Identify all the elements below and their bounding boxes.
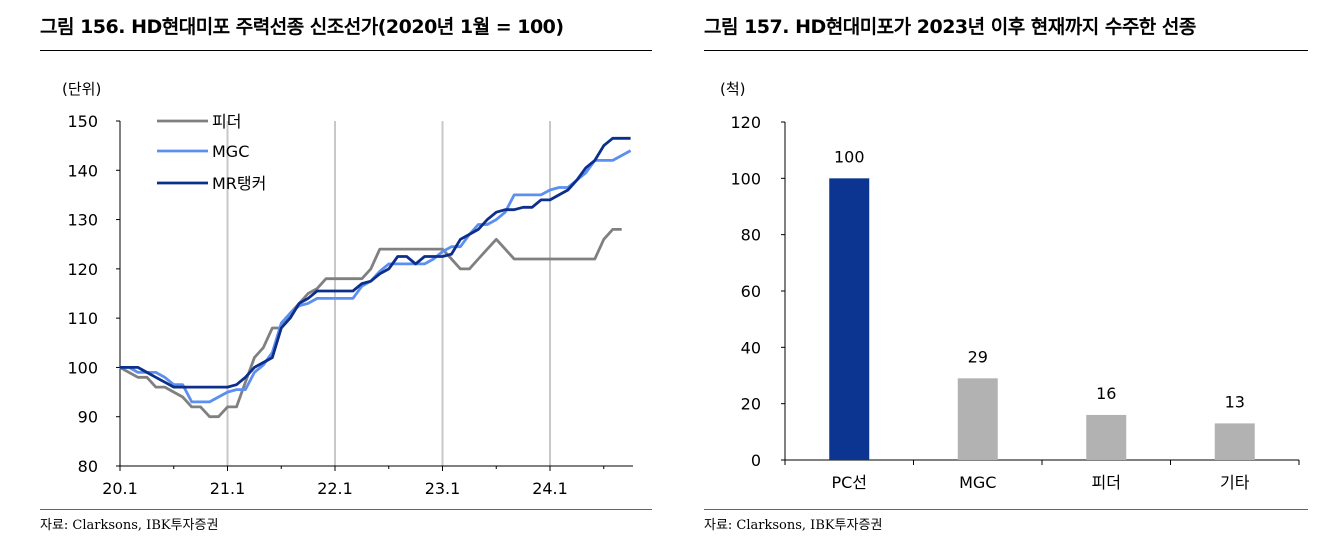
right-source-text: 자료: Clarksons, IBK투자증권 <box>704 518 883 533</box>
bar <box>1214 423 1255 460</box>
right-title-rule <box>704 50 1308 51</box>
y-tick-label: 20 <box>741 395 761 414</box>
y-tick-label: 0 <box>751 451 761 470</box>
y-tick-label: 60 <box>741 282 761 301</box>
legend-label: MR탱커 <box>212 174 266 193</box>
y-tick-label: 130 <box>67 211 98 230</box>
x-tick-label: 20.1 <box>102 479 138 498</box>
right-source-rule <box>704 509 1308 510</box>
category-label: 피더 <box>1092 473 1121 492</box>
x-tick-label: 21.1 <box>210 479 246 498</box>
left-unit-label: (단위) <box>62 80 102 98</box>
data-label: 100 <box>834 147 865 166</box>
y-tick-label: 150 <box>67 112 98 131</box>
category-label: PC선 <box>831 473 867 492</box>
bar <box>829 178 870 461</box>
series-line <box>119 227 622 419</box>
line-chart: 80 90 100 110 120 130 140 150 20.1 21.1 22.1 23.1 24… <box>67 112 633 498</box>
right-figure-panel: 그림 157. HD현대미포가 2023년 이후 현재까지 수주한 선종 (척)… <box>696 0 1334 551</box>
data-label: 16 <box>1096 384 1116 403</box>
x-tick-label: 24.1 <box>532 479 568 498</box>
y-tick-label: 120 <box>730 113 761 132</box>
x-tick-label: 23.1 <box>425 479 461 498</box>
y-tick-label: 100 <box>730 169 761 188</box>
bar <box>1086 414 1127 460</box>
y-tick-label: 110 <box>67 309 98 328</box>
y-tick-label: 100 <box>67 358 98 377</box>
data-label: 13 <box>1225 392 1245 411</box>
right-figure-title: 그림 157. HD현대미포가 2023년 이후 현재까지 수주한 선종 <box>704 16 1196 38</box>
legend-label: MGC <box>212 142 249 161</box>
data-label: 29 <box>968 347 988 366</box>
y-tick-label: 80 <box>741 226 761 245</box>
x-tick-label: 22.1 <box>317 479 353 498</box>
legend-label: 피더 <box>212 112 241 131</box>
category-label: MGC <box>959 473 996 492</box>
left-source-text: 자료: Clarksons, IBK투자증권 <box>40 518 219 533</box>
left-figure-title: 그림 156. HD현대미포 주력선종 신조선가(2020년 1월 = 100) <box>40 16 564 38</box>
y-tick-label: 80 <box>78 457 98 476</box>
series-line <box>120 136 631 389</box>
y-tick-label: 40 <box>741 338 761 357</box>
y-tick-label: 120 <box>67 260 98 279</box>
left-figure-panel: 그림 156. HD현대미포 주력선종 신조선가(2020년 1월 = 100)… <box>0 0 652 551</box>
left-source-rule <box>40 509 652 510</box>
y-tick-label: 140 <box>67 161 98 180</box>
category-label: 기타 <box>1220 473 1250 492</box>
bar <box>957 378 998 460</box>
left-title-rule <box>40 50 652 51</box>
bar-chart: 0 20 40 60 80 100 120 100 PC선 29 MGC 16 피더 13 기타 <box>730 113 1300 492</box>
right-unit-label: (척) <box>720 80 746 98</box>
y-tick-label: 90 <box>78 408 98 427</box>
